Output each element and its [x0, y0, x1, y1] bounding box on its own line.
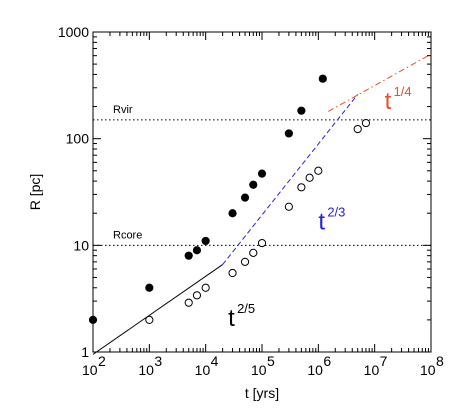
open-data-point: [228, 268, 237, 278]
open-data-point: [145, 315, 154, 324]
fit-line-label-exponent: 1/4: [394, 84, 412, 99]
x-tick-label-exponent: 3: [154, 353, 162, 369]
filled-data-point: [249, 180, 258, 189]
x-tick-label-exponent: 8: [436, 353, 444, 369]
x-tick-label-exponent: 6: [323, 353, 331, 369]
x-tick-label: 10: [82, 362, 98, 378]
fit-line: [222, 94, 359, 265]
open-data-point: [314, 166, 323, 175]
filled-data-point: [318, 74, 327, 83]
open-data-point: [201, 283, 210, 292]
open-data-point: [257, 238, 267, 248]
x-tick-label: 10: [420, 362, 436, 378]
filled-data-point: [184, 251, 193, 260]
fit-line-label: t: [228, 305, 235, 332]
reference-lines: Rvir Rcore: [93, 104, 431, 246]
open-data-point: [284, 202, 293, 211]
data-series: [88, 74, 371, 324]
filled-data-point: [297, 106, 306, 115]
y-tick-label: 1000: [58, 24, 89, 40]
filled-data-point: [284, 129, 293, 138]
filled-data-point: [88, 315, 98, 324]
y-tick-label: 10: [73, 237, 89, 253]
reference-line-label: Rcore: [113, 229, 142, 241]
x-axis-title: t [yrs]: [245, 385, 279, 401]
open-data-point: [184, 298, 193, 307]
reference-line-label: Rvir: [113, 104, 133, 116]
open-data-point: [353, 124, 362, 134]
x-tick-label-exponent: 7: [380, 353, 388, 369]
x-tick-label-exponent: 5: [267, 353, 275, 369]
x-tick-label: 10: [307, 362, 323, 378]
y-tick-label: 1: [81, 344, 89, 360]
fit-line: [328, 53, 432, 112]
x-tick-label: 10: [138, 362, 154, 378]
open-data-point: [240, 257, 250, 266]
open-data-point: [305, 173, 314, 182]
filled-data-point: [257, 169, 267, 178]
y-axis-title: R [pc]: [27, 174, 43, 211]
filled-data-point: [145, 283, 154, 292]
filled-data-point: [201, 236, 210, 246]
x-tick-label: 10: [364, 362, 380, 378]
x-tick-label-exponent: 2: [98, 353, 106, 369]
y-axis-ticks: 1 10 100 1000: [58, 24, 431, 360]
plot-frame: [92, 31, 432, 353]
fit-line: [92, 264, 223, 355]
fit-line-label: t: [385, 88, 392, 115]
open-data-point: [297, 183, 306, 192]
x-tick-label: 10: [251, 362, 267, 378]
filled-data-point: [192, 246, 202, 255]
fit-lines: t 2/5t 2/3t 1/4: [92, 53, 432, 355]
fit-line-label: t: [318, 209, 325, 236]
fit-line-label-exponent: 2/3: [327, 205, 345, 220]
filled-data-point: [228, 209, 237, 218]
y-tick-label: 100: [66, 131, 90, 147]
x-tick-label-exponent: 4: [211, 353, 219, 369]
open-data-point: [361, 118, 371, 128]
open-data-point: [249, 248, 258, 257]
filled-data-point: [240, 193, 250, 202]
fit-line-label-exponent: 2/5: [237, 301, 255, 316]
open-data-point: [192, 291, 202, 300]
x-tick-label: 10: [195, 362, 211, 378]
